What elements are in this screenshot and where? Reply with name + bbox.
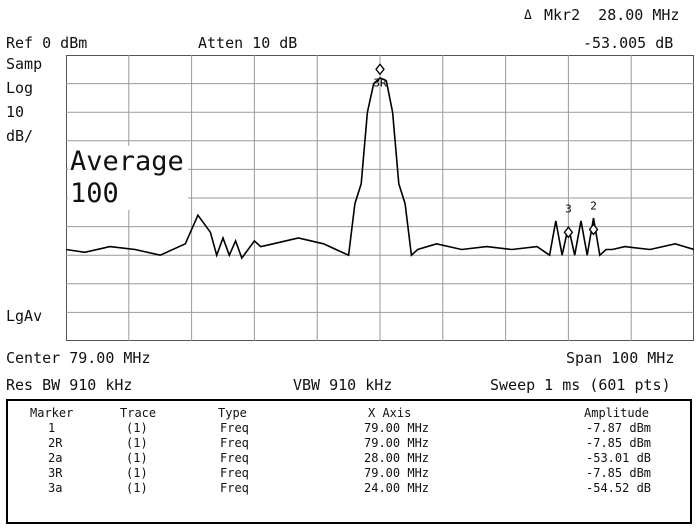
marker-2-symbol — [588, 223, 599, 236]
col-header-type: Type — [218, 406, 247, 420]
amplitude-value: -7.85 dBm — [586, 436, 652, 450]
marker-value: -53.005 dB — [583, 34, 674, 52]
amplitude-value: -7.87 dBm — [586, 421, 652, 435]
amplitude-value: -54.52 dB — [586, 481, 652, 495]
peak-marker-symbol — [375, 63, 385, 76]
average-overlay: Average 100 — [68, 146, 188, 210]
x-axis-value: 79.00 MHz — [364, 421, 430, 435]
trace-id: (1) — [126, 466, 148, 480]
ref-level: Ref 0 dBm — [6, 34, 88, 52]
average-mode-label: LgAv — [6, 307, 43, 325]
x-axis-value: 79.00 MHz — [364, 436, 430, 450]
x-axis-value: 28.00 MHz — [364, 451, 430, 465]
marker-type: Freq — [220, 466, 249, 480]
trace-id: (1) — [126, 451, 148, 465]
scale-type-label: Log — [6, 79, 34, 97]
marker-type: Freq — [220, 421, 249, 435]
col-header-x-axis: X Axis — [368, 406, 412, 420]
trace-id: (1) — [126, 481, 148, 495]
video-bandwidth: VBW 910 kHz — [293, 376, 393, 394]
marker-type: Freq — [220, 451, 249, 465]
amplitude-value: -53.01 dB — [586, 451, 652, 465]
average-label: Average — [70, 146, 184, 177]
marker-3-symbol — [563, 226, 574, 239]
peak-marker-label: 3R — [373, 76, 387, 89]
marker-3-label: 3 — [565, 202, 572, 215]
marker-type: Freq — [220, 481, 249, 495]
x-axis-value: 24.00 MHz — [364, 481, 430, 495]
col-header-marker: Marker — [30, 406, 74, 420]
trace-id: (1) — [126, 436, 148, 450]
center-frequency: Center 79.00 MHz — [6, 349, 151, 367]
marker-2-label: 2 — [590, 199, 597, 212]
marker-symbols: 3R 2 3 — [373, 63, 599, 239]
marker-id: 3a — [48, 481, 63, 495]
amplitude-value: -7.85 dBm — [586, 466, 652, 480]
marker-readout: Mkr2 28.00 MHz — [544, 6, 680, 24]
average-count: 100 — [70, 178, 119, 209]
col-header-trace: Trace — [120, 406, 157, 420]
marker-table: Marker Trace Type X Axis Amplitude 1 (1)… — [6, 399, 692, 524]
span: Span 100 MHz — [566, 349, 675, 367]
detector-label: Samp — [6, 55, 43, 73]
spectrum-trace — [66, 76, 694, 260]
marker-id: 1 — [48, 421, 56, 435]
sweep-time: Sweep 1 ms (601 pts) — [490, 376, 671, 394]
col-header-amplitude: Amplitude — [584, 406, 650, 420]
resolution-bandwidth: Res BW 910 kHz — [6, 376, 133, 394]
marker-delta-icon: Δ — [524, 8, 532, 23]
marker-id: 2a — [48, 451, 63, 465]
marker-type: Freq — [220, 436, 249, 450]
graticule-grid — [66, 55, 694, 341]
attenuation: Atten 10 dB — [198, 34, 298, 52]
scale-unit-label: dB/ — [6, 127, 34, 145]
x-axis-value: 79.00 MHz — [364, 466, 430, 480]
trace-id: (1) — [126, 421, 148, 435]
marker-id: 2R — [48, 436, 63, 450]
marker-id: 3R — [48, 466, 63, 480]
spectrum-display: 3R 2 3 — [66, 55, 694, 341]
scale-value-label: 10 — [6, 103, 25, 121]
